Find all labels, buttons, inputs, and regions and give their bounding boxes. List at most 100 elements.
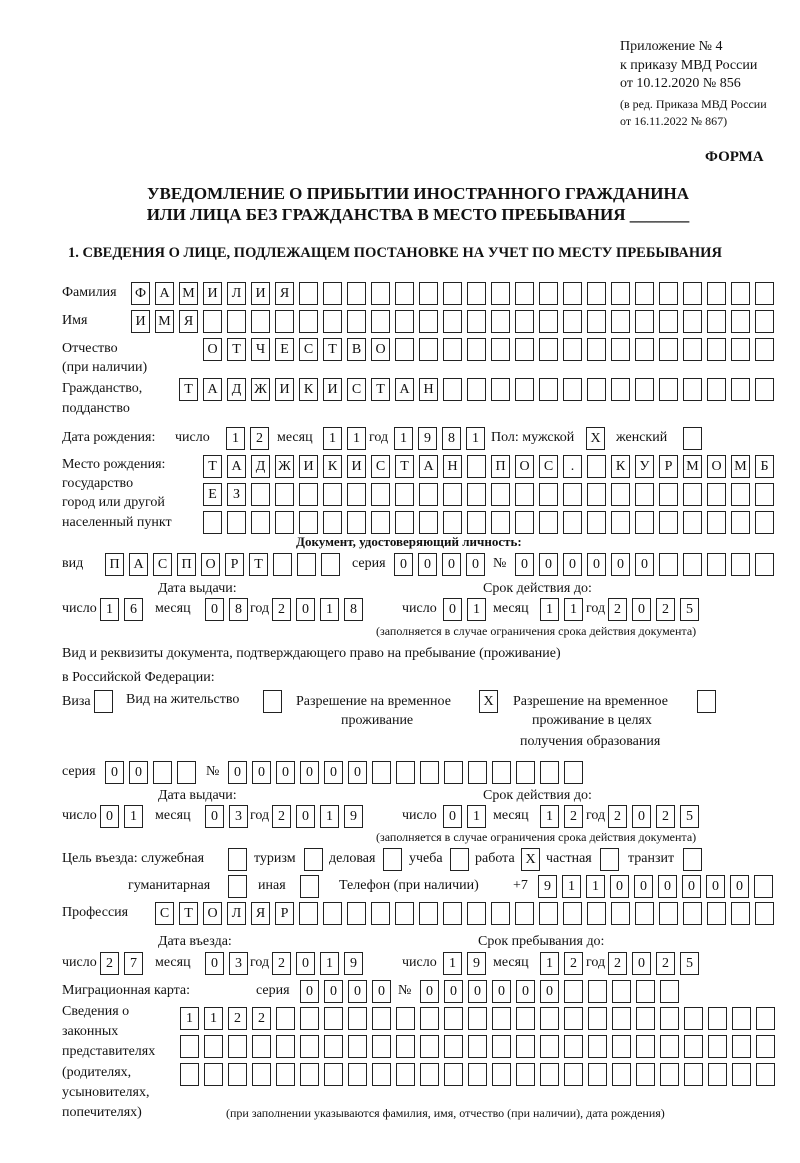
char-cell[interactable] [588, 1035, 607, 1058]
char-cell[interactable] [299, 310, 318, 333]
char-cell[interactable] [347, 511, 366, 534]
char-cell[interactable] [635, 338, 654, 361]
char-cell[interactable] [491, 310, 510, 333]
char-cell[interactable]: 9 [538, 875, 557, 898]
char-cell[interactable]: А [155, 282, 174, 305]
char-cell[interactable]: 3 [229, 952, 248, 975]
char-cell[interactable] [754, 875, 773, 898]
char-cell[interactable] [684, 1063, 703, 1086]
char-cell[interactable] [683, 553, 702, 576]
char-cell[interactable] [612, 1007, 631, 1030]
char-cell[interactable]: З [227, 483, 246, 506]
char-cell[interactable]: 0 [296, 805, 315, 828]
char-cell[interactable]: 0 [372, 980, 391, 1003]
char-cell[interactable]: 0 [348, 980, 367, 1003]
char-cell[interactable] [251, 483, 270, 506]
char-cell[interactable] [347, 282, 366, 305]
char-cell[interactable]: 1 [204, 1007, 223, 1030]
char-cell[interactable]: Т [179, 902, 198, 925]
char-cell[interactable]: М [179, 282, 198, 305]
char-cell[interactable] [467, 378, 486, 401]
char-cell[interactable] [491, 483, 510, 506]
char-cell[interactable] [395, 483, 414, 506]
char-cell[interactable] [491, 902, 510, 925]
char-cell[interactable] [300, 1035, 319, 1058]
checkbox-cell[interactable] [228, 875, 247, 898]
char-cell[interactable]: 0 [300, 761, 319, 784]
char-cell[interactable] [731, 282, 750, 305]
char-cell[interactable] [515, 378, 534, 401]
char-cell[interactable]: А [129, 553, 148, 576]
char-cell[interactable] [707, 902, 726, 925]
char-cell[interactable]: И [275, 378, 294, 401]
char-cell[interactable] [540, 1063, 559, 1086]
char-cell[interactable]: С [299, 338, 318, 361]
char-cell[interactable] [444, 1007, 463, 1030]
char-cell[interactable]: С [539, 455, 558, 478]
char-cell[interactable]: Д [227, 378, 246, 401]
char-cell[interactable] [731, 553, 750, 576]
char-cell[interactable]: Т [323, 338, 342, 361]
char-cell[interactable] [396, 1063, 415, 1086]
char-cell[interactable]: Я [179, 310, 198, 333]
char-cell[interactable] [443, 511, 462, 534]
char-cell[interactable]: 3 [229, 805, 248, 828]
char-cell[interactable] [659, 902, 678, 925]
char-cell[interactable]: 0 [205, 805, 224, 828]
char-cell[interactable]: И [131, 310, 150, 333]
char-cell[interactable]: 0 [466, 553, 485, 576]
char-cell[interactable]: И [251, 282, 270, 305]
char-cell[interactable] [443, 282, 462, 305]
char-cell[interactable]: 0 [276, 761, 295, 784]
char-cell[interactable]: 6 [124, 598, 143, 621]
char-cell[interactable] [180, 1063, 199, 1086]
char-cell[interactable] [563, 378, 582, 401]
char-cell[interactable]: 9 [344, 805, 363, 828]
char-cell[interactable]: Я [275, 282, 294, 305]
char-cell[interactable]: 0 [296, 598, 315, 621]
char-cell[interactable]: О [201, 553, 220, 576]
char-cell[interactable]: 1 [467, 805, 486, 828]
char-cell[interactable] [371, 282, 390, 305]
char-cell[interactable]: 0 [610, 875, 629, 898]
char-cell[interactable]: 2 [656, 952, 675, 975]
char-cell[interactable]: 1 [562, 875, 581, 898]
char-cell[interactable] [636, 1007, 655, 1030]
char-cell[interactable] [516, 761, 535, 784]
char-cell[interactable] [540, 1007, 559, 1030]
char-cell[interactable] [635, 511, 654, 534]
char-cell[interactable] [587, 310, 606, 333]
char-cell[interactable]: К [299, 378, 318, 401]
char-cell[interactable] [564, 1063, 583, 1086]
char-cell[interactable] [756, 1035, 775, 1058]
char-cell[interactable] [515, 338, 534, 361]
char-cell[interactable] [395, 511, 414, 534]
char-cell[interactable] [755, 902, 774, 925]
char-cell[interactable] [755, 511, 774, 534]
checkbox-cell[interactable] [697, 690, 716, 713]
char-cell[interactable] [419, 511, 438, 534]
char-cell[interactable]: 1 [467, 598, 486, 621]
char-cell[interactable]: Р [659, 455, 678, 478]
char-cell[interactable] [564, 1007, 583, 1030]
char-cell[interactable] [444, 1063, 463, 1086]
char-cell[interactable] [731, 902, 750, 925]
char-cell[interactable]: М [731, 455, 750, 478]
char-cell[interactable] [635, 310, 654, 333]
char-cell[interactable] [443, 902, 462, 925]
char-cell[interactable] [276, 1035, 295, 1058]
char-cell[interactable] [467, 282, 486, 305]
char-cell[interactable] [515, 310, 534, 333]
char-cell[interactable] [323, 310, 342, 333]
char-cell[interactable]: 0 [205, 952, 224, 975]
char-cell[interactable] [587, 511, 606, 534]
char-cell[interactable]: Т [371, 378, 390, 401]
char-cell[interactable] [467, 483, 486, 506]
char-cell[interactable]: 0 [129, 761, 148, 784]
char-cell[interactable] [491, 511, 510, 534]
char-cell[interactable]: А [227, 455, 246, 478]
char-cell[interactable] [539, 378, 558, 401]
char-cell[interactable]: 2 [252, 1007, 271, 1030]
char-cell[interactable]: 0 [492, 980, 511, 1003]
char-cell[interactable] [419, 483, 438, 506]
